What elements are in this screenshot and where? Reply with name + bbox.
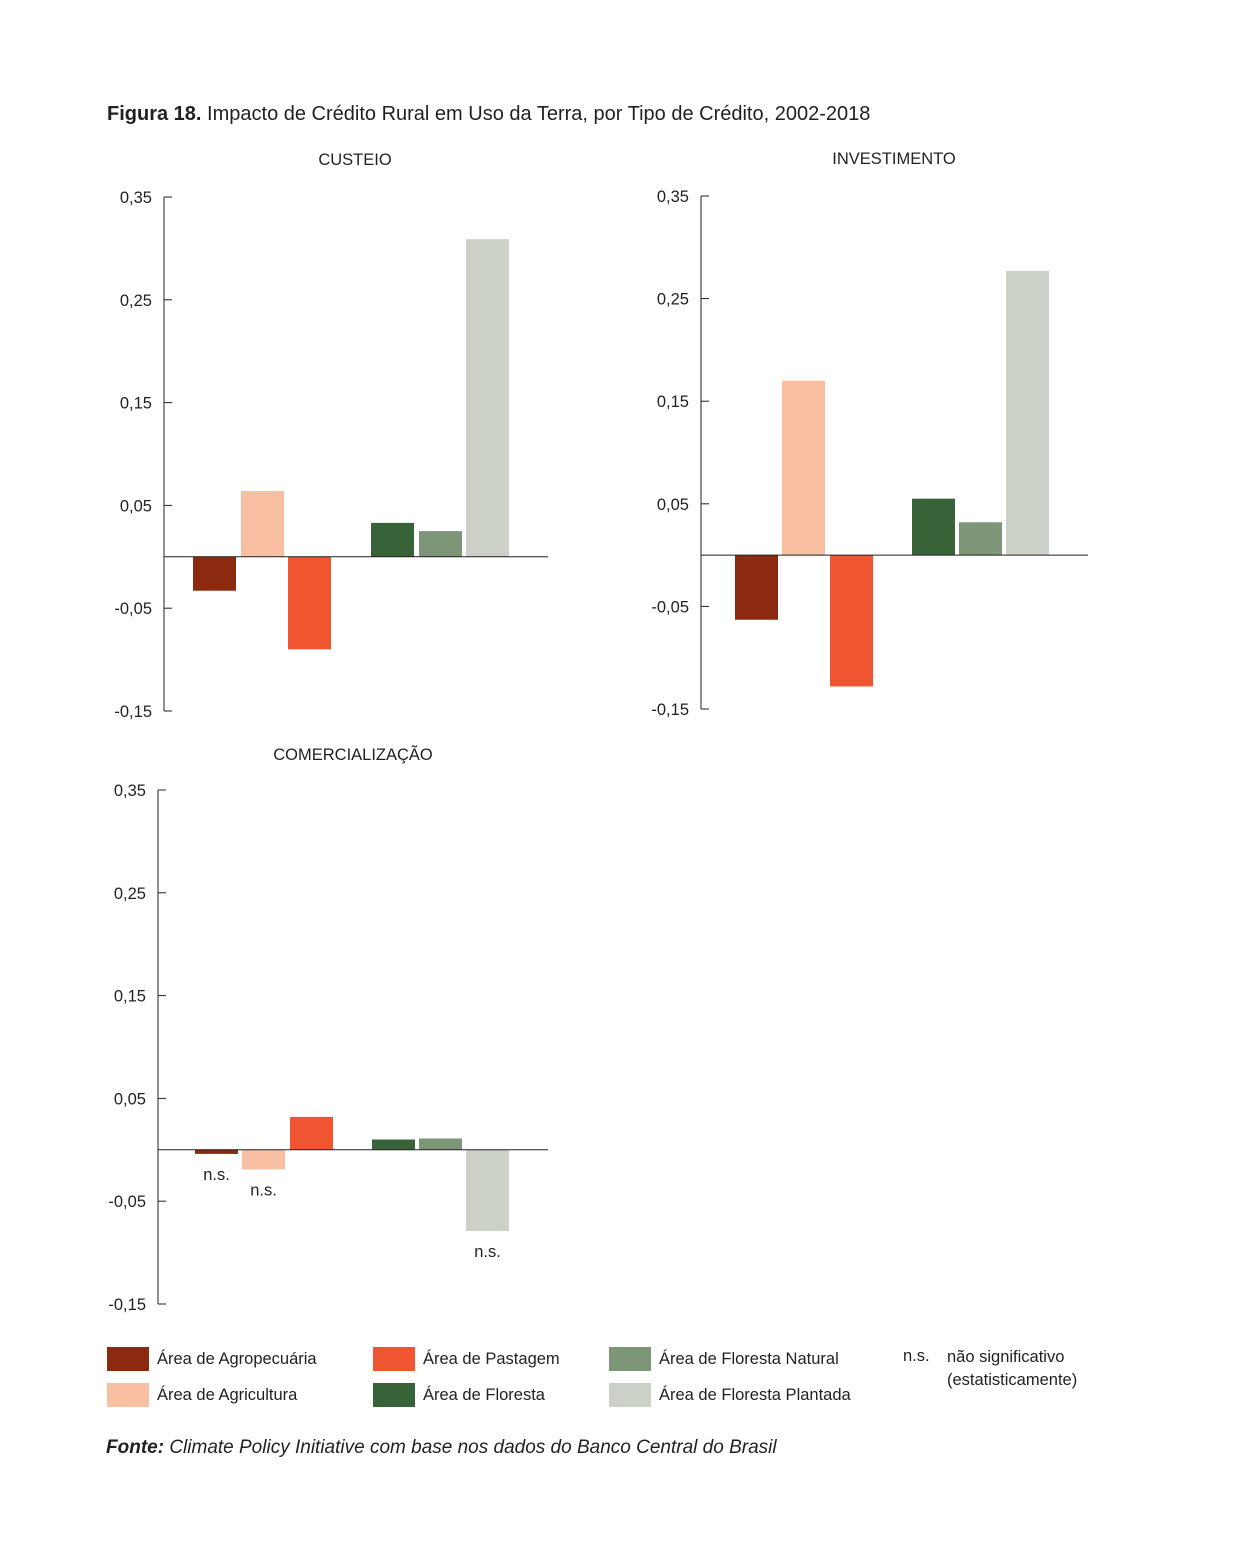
bar xyxy=(193,556,236,591)
legend-swatch xyxy=(609,1347,651,1371)
source-note: Fonte: Climate Policy Initiative com bas… xyxy=(106,1437,777,1459)
legend-swatch xyxy=(107,1347,149,1371)
y-tick-label: -0,15 xyxy=(651,701,689,719)
bar-annotation: n.s. xyxy=(250,1181,277,1199)
legend-item-agropecuaria: Área de Agropecuária xyxy=(107,1347,317,1371)
legend-item-floresta: Área de Floresta xyxy=(373,1383,545,1407)
y-tick-label: 0,35 xyxy=(114,782,146,800)
ns-note: n.s. não significativo (estatisticamente… xyxy=(903,1347,1077,1392)
bar-annotation: n.s. xyxy=(203,1166,230,1184)
legend-swatch xyxy=(609,1383,651,1407)
y-tick-label: 0,15 xyxy=(120,395,152,413)
bar xyxy=(830,555,873,687)
bar xyxy=(288,556,331,650)
y-tick-label: 0,05 xyxy=(657,496,689,514)
figure-label: Figura 18. xyxy=(107,103,202,125)
ns-desc-line1: não significativo xyxy=(947,1348,1065,1366)
ns-abbr: n.s. xyxy=(903,1347,930,1365)
y-tick-label: -0,05 xyxy=(651,598,689,616)
y-tick-label: -0,15 xyxy=(108,1296,146,1314)
ns-desc-line2: (estatisticamente) xyxy=(947,1371,1078,1389)
bar-annotation: n.s. xyxy=(474,1243,501,1261)
legend-label: Área de Floresta Plantada xyxy=(659,1385,851,1404)
legend-swatch xyxy=(107,1383,149,1407)
legend-item-floresta-plantada: Área de Floresta Plantada xyxy=(609,1383,851,1407)
bar xyxy=(782,380,825,556)
y-tick-label: -0,05 xyxy=(108,1193,146,1211)
y-tick-label: 0,15 xyxy=(657,393,689,411)
source-text: Climate Policy Initiative com base nos d… xyxy=(169,1437,777,1458)
y-tick-label: -0,15 xyxy=(114,703,152,721)
bar xyxy=(1006,270,1049,556)
legend-label: Área de Pastagem xyxy=(423,1349,560,1368)
legend-swatch xyxy=(373,1347,415,1371)
bar xyxy=(466,1149,509,1232)
y-tick-label: 0,35 xyxy=(657,188,689,206)
chart-title: INVESTIMENTO xyxy=(832,150,956,168)
y-tick-label: 0,05 xyxy=(114,1090,146,1108)
y-tick-label: 0,25 xyxy=(657,291,689,309)
legend-label: Área de Agropecuária xyxy=(157,1349,317,1368)
y-tick-label: 0,25 xyxy=(120,292,152,310)
bar xyxy=(466,239,509,557)
source-label: Fonte: xyxy=(106,1437,165,1458)
y-tick-label: -0,05 xyxy=(114,600,152,618)
legend: Área de Agropecuária Área de Agricultura… xyxy=(107,1347,1137,1417)
chart-title: CUSTEIO xyxy=(318,151,392,169)
y-tick-label: 0,25 xyxy=(114,885,146,903)
chart-title: COMERCIALIZAÇÃO xyxy=(273,744,433,764)
bar xyxy=(242,1149,285,1170)
y-tick-label: 0,35 xyxy=(120,189,152,207)
legend-label: Área de Agricultura xyxy=(157,1385,298,1404)
bar xyxy=(372,1139,415,1150)
y-tick-label: 0,15 xyxy=(114,988,146,1006)
figure-title: Figura 18. Impacto de Crédito Rural em U… xyxy=(107,103,870,126)
legend-label: Área de Floresta xyxy=(423,1385,545,1404)
bar xyxy=(195,1149,238,1154)
legend-label: Área de Floresta Natural xyxy=(659,1349,839,1368)
figure-title-text: Impacto de Crédito Rural em Uso da Terra… xyxy=(207,103,871,125)
legend-item-floresta-natural: Área de Floresta Natural xyxy=(609,1347,839,1371)
bar xyxy=(419,1138,462,1150)
bar xyxy=(419,531,462,557)
ns-description: não significativo (estatisticamente) xyxy=(947,1346,1077,1392)
legend-item-pastagem: Área de Pastagem xyxy=(373,1347,560,1371)
bar xyxy=(735,555,778,620)
legend-swatch xyxy=(373,1383,415,1407)
bar xyxy=(371,522,414,557)
y-tick-label: 0,05 xyxy=(120,497,152,515)
bar xyxy=(241,491,284,557)
legend-item-agricultura: Área de Agricultura xyxy=(107,1383,297,1407)
bar xyxy=(959,522,1002,556)
bar xyxy=(290,1116,333,1150)
bar xyxy=(912,498,955,556)
